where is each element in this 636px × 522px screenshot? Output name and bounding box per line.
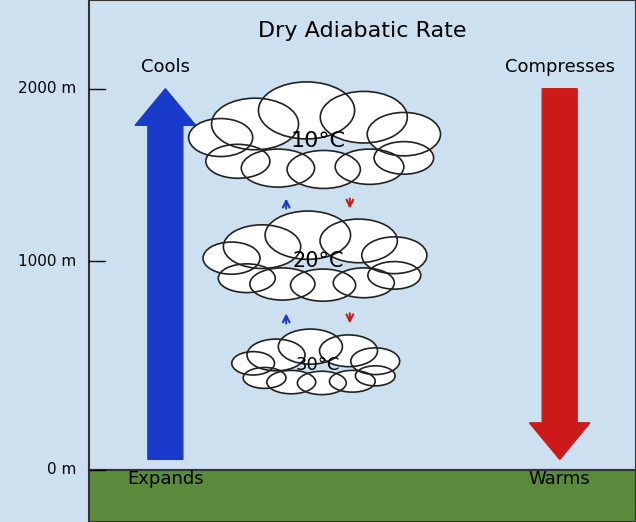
Ellipse shape — [189, 118, 252, 157]
Text: 20°C: 20°C — [293, 251, 343, 271]
Ellipse shape — [329, 371, 375, 392]
Ellipse shape — [203, 242, 260, 274]
FancyArrow shape — [530, 89, 590, 459]
Text: 30°C: 30°C — [296, 357, 340, 374]
Ellipse shape — [265, 211, 350, 259]
Ellipse shape — [321, 91, 407, 143]
Ellipse shape — [212, 98, 298, 150]
Ellipse shape — [319, 335, 378, 366]
Ellipse shape — [206, 145, 270, 179]
Text: Expands: Expands — [127, 470, 204, 488]
Ellipse shape — [351, 348, 399, 375]
Ellipse shape — [243, 367, 286, 388]
Text: 0 m: 0 m — [47, 462, 76, 477]
FancyBboxPatch shape — [89, 470, 636, 522]
Ellipse shape — [267, 371, 315, 394]
Text: Warms: Warms — [529, 470, 591, 488]
Text: 2000 m: 2000 m — [18, 81, 76, 96]
Ellipse shape — [218, 264, 275, 292]
FancyBboxPatch shape — [89, 0, 636, 470]
Text: Compresses: Compresses — [505, 58, 614, 76]
Ellipse shape — [333, 268, 394, 298]
Ellipse shape — [356, 366, 395, 386]
Ellipse shape — [374, 141, 434, 174]
Ellipse shape — [368, 262, 421, 289]
Ellipse shape — [279, 329, 342, 364]
Ellipse shape — [367, 112, 441, 156]
Ellipse shape — [291, 269, 356, 301]
Ellipse shape — [298, 371, 346, 395]
Ellipse shape — [232, 352, 275, 375]
Ellipse shape — [335, 149, 404, 184]
Ellipse shape — [287, 150, 361, 188]
Ellipse shape — [247, 339, 305, 371]
Ellipse shape — [258, 82, 355, 139]
Ellipse shape — [362, 237, 427, 274]
Ellipse shape — [320, 219, 398, 263]
Text: 10°C: 10°C — [291, 131, 345, 151]
Text: Cools: Cools — [141, 58, 190, 76]
Ellipse shape — [250, 268, 315, 300]
Ellipse shape — [223, 225, 301, 268]
Ellipse shape — [241, 149, 315, 187]
Text: Dry Adiabatic Rate: Dry Adiabatic Rate — [258, 21, 467, 41]
FancyArrow shape — [135, 89, 196, 459]
Text: 1000 m: 1000 m — [18, 254, 76, 268]
